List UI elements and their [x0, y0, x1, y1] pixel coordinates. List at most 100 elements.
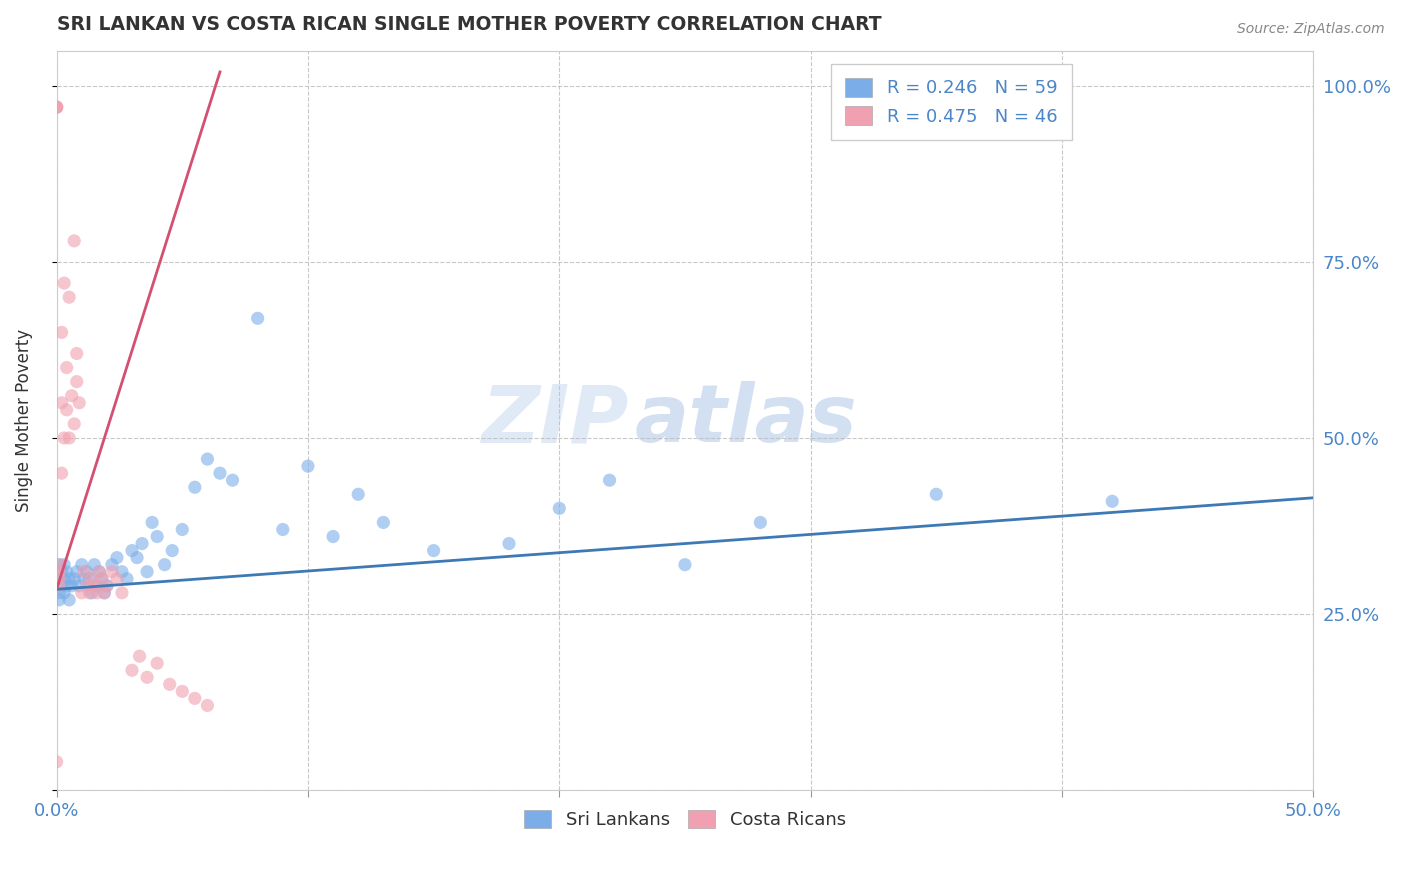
Point — [45, 100, 67, 114]
Point — [197, 698, 219, 713]
Point — [89, 565, 111, 579]
Point — [90, 572, 112, 586]
Point — [53, 558, 76, 572]
Point — [55, 402, 77, 417]
Point — [51, 466, 73, 480]
Point — [159, 677, 181, 691]
Point — [83, 579, 105, 593]
Point — [86, 579, 108, 593]
Point — [141, 516, 163, 530]
Point — [297, 459, 319, 474]
Point — [146, 529, 169, 543]
Point — [45, 100, 67, 114]
Point — [115, 572, 138, 586]
Point — [55, 579, 77, 593]
Point — [67, 579, 90, 593]
Point — [925, 487, 948, 501]
Point — [184, 691, 207, 706]
Point — [45, 100, 67, 114]
Text: Source: ZipAtlas.com: Source: ZipAtlas.com — [1237, 22, 1385, 37]
Point — [80, 586, 103, 600]
Point — [160, 543, 183, 558]
Point — [125, 550, 148, 565]
Point — [172, 523, 194, 537]
Point — [53, 276, 76, 290]
Point — [136, 565, 159, 579]
Point — [221, 473, 243, 487]
Point — [58, 290, 80, 304]
Text: atlas: atlas — [634, 382, 858, 459]
Point — [111, 565, 134, 579]
Point — [131, 536, 153, 550]
Point — [73, 572, 96, 586]
Point — [83, 558, 105, 572]
Point — [48, 592, 70, 607]
Point — [60, 389, 83, 403]
Point — [45, 755, 67, 769]
Point — [422, 543, 444, 558]
Point — [1101, 494, 1123, 508]
Point — [53, 572, 76, 586]
Point — [55, 565, 77, 579]
Point — [51, 565, 73, 579]
Point — [96, 579, 118, 593]
Y-axis label: Single Mother Poverty: Single Mother Poverty — [15, 329, 32, 512]
Point — [58, 431, 80, 445]
Point — [121, 663, 143, 677]
Point — [105, 572, 128, 586]
Point — [101, 558, 124, 572]
Legend: Sri Lankans, Costa Ricans: Sri Lankans, Costa Ricans — [517, 803, 853, 837]
Point — [48, 586, 70, 600]
Point — [73, 565, 96, 579]
Point — [599, 473, 621, 487]
Point — [63, 417, 86, 431]
Point — [79, 586, 101, 600]
Point — [48, 558, 70, 572]
Point — [58, 592, 80, 607]
Point — [55, 360, 77, 375]
Point — [48, 572, 70, 586]
Point — [76, 565, 98, 579]
Point — [67, 396, 90, 410]
Point — [63, 572, 86, 586]
Point — [53, 586, 76, 600]
Point — [322, 529, 344, 543]
Point — [79, 572, 101, 586]
Point — [172, 684, 194, 698]
Point — [70, 586, 93, 600]
Point — [246, 311, 269, 326]
Point — [498, 536, 520, 550]
Point — [53, 431, 76, 445]
Point — [51, 396, 73, 410]
Point — [48, 572, 70, 586]
Point — [58, 572, 80, 586]
Point — [347, 487, 370, 501]
Point — [93, 586, 115, 600]
Point — [197, 452, 219, 467]
Point — [48, 579, 70, 593]
Point — [90, 572, 112, 586]
Point — [548, 501, 571, 516]
Point — [96, 579, 118, 593]
Point — [105, 550, 128, 565]
Point — [63, 234, 86, 248]
Point — [48, 558, 70, 572]
Point — [111, 586, 134, 600]
Text: ZIP: ZIP — [481, 382, 628, 459]
Point — [70, 558, 93, 572]
Point — [271, 523, 294, 537]
Point — [749, 516, 772, 530]
Point — [89, 565, 111, 579]
Point — [60, 579, 83, 593]
Point — [101, 565, 124, 579]
Point — [128, 649, 150, 664]
Point — [66, 375, 89, 389]
Point — [208, 466, 231, 480]
Point — [153, 558, 176, 572]
Point — [121, 543, 143, 558]
Point — [93, 586, 115, 600]
Point — [66, 565, 89, 579]
Point — [136, 670, 159, 684]
Point — [86, 586, 108, 600]
Point — [45, 100, 67, 114]
